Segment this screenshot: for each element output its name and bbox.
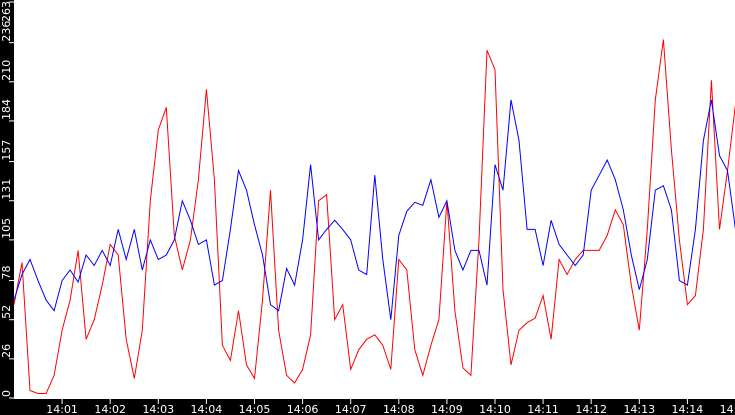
y-tick-label: 236 xyxy=(0,21,13,42)
y-tick-label: 26 xyxy=(0,344,13,358)
x-axis: 14:01 14:02 14:03 14:04 14:05 14:06 14:07 14:08… xyxy=(46,399,735,415)
x-tick-label: 14:08 xyxy=(383,403,415,415)
y-tick-label: 210 xyxy=(0,60,13,81)
y-tick-label: 105 xyxy=(0,218,13,239)
y-tick-label: 78 xyxy=(0,266,13,280)
y-tick-label: 131 xyxy=(0,179,13,200)
x-tick-label: 14:11 xyxy=(527,403,559,415)
y-tick-label: 263 xyxy=(0,1,13,22)
y-tick-label: 0 xyxy=(0,390,13,397)
y-tick-label: 184 xyxy=(0,99,13,120)
x-tick-label: 14:13 xyxy=(623,403,655,415)
x-tick-label: 14:04 xyxy=(191,403,223,415)
x-tick-label: 14:09 xyxy=(431,403,463,415)
series-layer xyxy=(13,39,735,394)
x-tick-label: 14:05 xyxy=(239,403,271,415)
x-tick-label: 14:07 xyxy=(335,403,367,415)
series-line-1 xyxy=(13,39,735,394)
x-tick-label: 14:03 xyxy=(142,403,174,415)
x-tick-label: 14:06 xyxy=(287,403,319,415)
series-line-2 xyxy=(13,99,735,320)
x-tick-label: 14:01 xyxy=(46,403,78,415)
y-tick-label: 157 xyxy=(0,140,13,161)
x-tick-label: 14:12 xyxy=(575,403,607,415)
x-tick-label: 14:15 xyxy=(720,403,735,415)
x-tick-label: 14:14 xyxy=(672,403,704,415)
y-tick-label: 52 xyxy=(0,305,13,319)
x-tick-label: 14:10 xyxy=(479,403,511,415)
x-tick-label: 14:02 xyxy=(94,403,126,415)
plot-area xyxy=(14,0,735,399)
